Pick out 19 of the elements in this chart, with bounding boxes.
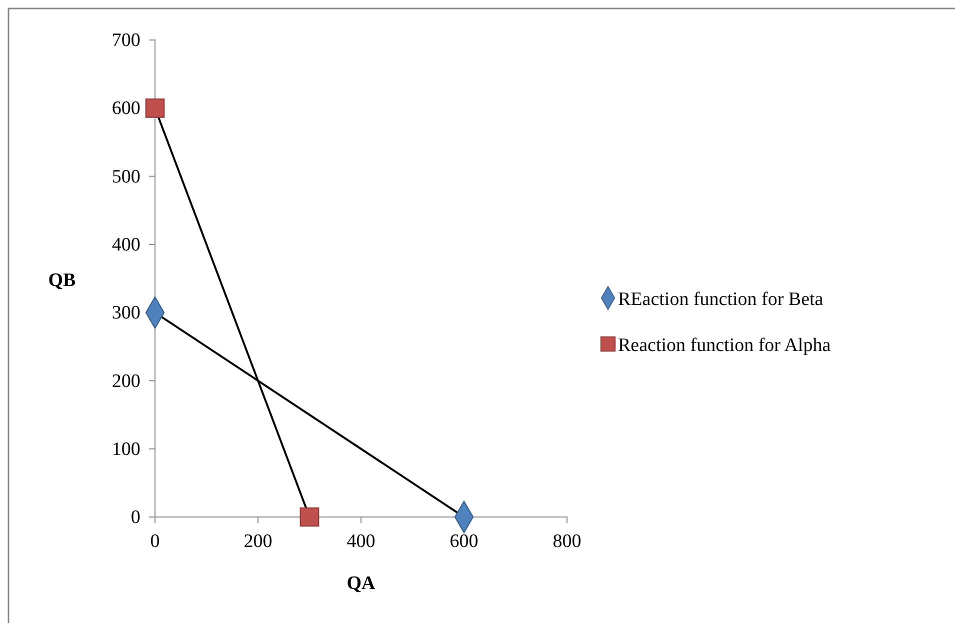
y-tick-label: 100 [112,438,140,460]
y-tick-label: 500 [112,166,140,188]
y-tick-label: 700 [112,30,140,52]
legend-label: Reaction function for Alpha [618,335,832,356]
x-axis-title: QA [346,573,376,594]
x-tick-label: 400 [346,530,376,552]
x-tick-label: 200 [244,530,272,552]
y-tick-label: 400 [112,234,140,256]
y-axis-title: QB [48,270,76,291]
point [300,507,320,527]
x-tick-label: 0 [150,530,160,552]
y-tick-label: 200 [112,370,140,392]
x-tick-label: 800 [552,530,582,552]
legend-label: REaction function for Beta [618,289,824,310]
y-tick-label: 600 [112,98,140,120]
y-tick-label: 300 [112,302,140,324]
x-tick-label: 600 [450,530,478,552]
y-tick-label: 0 [130,507,140,528]
point [145,98,165,118]
